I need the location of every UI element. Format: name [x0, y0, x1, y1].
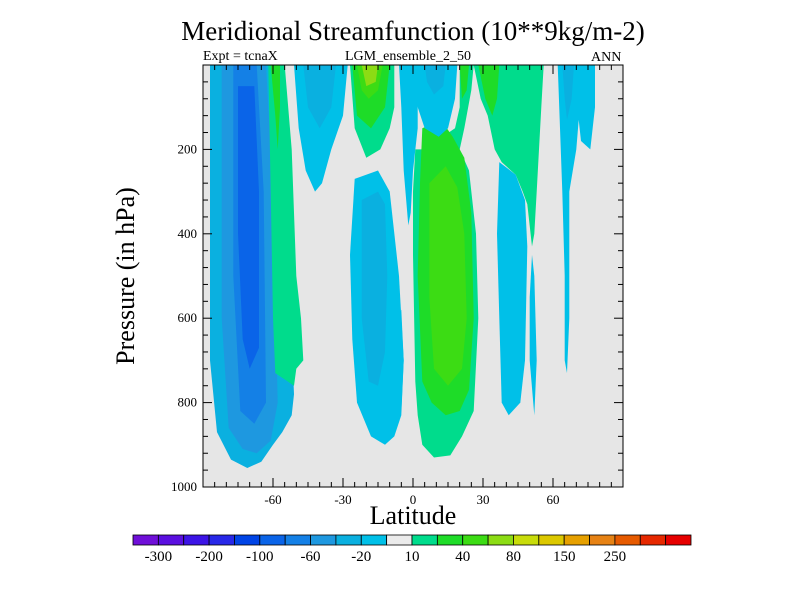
colorbar-swatch [462, 534, 489, 546]
colorbar: -300 -200 -100 -60 -20 10 40 80 150 250 [132, 534, 692, 565]
colorbar-swatch [411, 534, 438, 546]
contour-deep-south-core [238, 86, 259, 369]
colorbar-label: 10 [405, 549, 420, 565]
colorbar-swatch [386, 534, 413, 546]
contour-north-high-negative-inner [562, 65, 574, 120]
colorbar-swatch [234, 534, 261, 546]
contour-tropical-lower-negative-inner [361, 191, 388, 386]
x-tick-label: 0 [410, 492, 417, 507]
x-tick-label: 60 [547, 492, 560, 507]
contour-south-positive-outer [268, 65, 304, 386]
colorbar-swatch [665, 534, 692, 546]
contour-north-lower-negative [497, 162, 528, 416]
colorbar-swatch [259, 534, 286, 546]
colorbar-label: 250 [604, 549, 627, 565]
colorbar-swatch [132, 534, 159, 546]
contour-hadley-south-core [361, 65, 378, 87]
contour-north-mid-positive-inner [478, 65, 500, 116]
colorbar-label: 150 [553, 549, 576, 565]
colorbar-swatch [436, 534, 464, 546]
colorbar-label: -100 [246, 549, 274, 565]
y-tick-label: 600 [178, 310, 198, 325]
contour-ferrel-north-inner [424, 65, 446, 95]
contour-hadley-north-inner [429, 166, 467, 386]
experiment-annotation: Expt = tcnaX [203, 49, 278, 64]
x-axis-label: Latitude [369, 501, 457, 530]
colorbar-swatch [563, 534, 590, 546]
contour-ferrel-north-outer [406, 65, 458, 137]
colorbar-swatch [284, 534, 311, 546]
colorbar-label: -300 [145, 549, 173, 565]
axes: -60 -30 0 30 60 200 400 600 800 1000 [171, 65, 624, 507]
colorbar-label: 80 [506, 549, 521, 565]
colorbar-swatch [639, 534, 667, 546]
contour-north-lower-negative-sliver [529, 254, 537, 416]
colorbar-swatch [335, 534, 362, 546]
chart-title: Meridional Streamfunction (10**9kg/m-2) [181, 16, 645, 46]
colorbar-swatch [183, 534, 210, 546]
colorbar-swatch [513, 534, 540, 546]
contour-equatorial-sliver [394, 309, 404, 411]
colorbar-swatch [487, 534, 514, 546]
contour-regions [210, 65, 595, 468]
colorbar-label: -20 [351, 549, 371, 565]
colorbar-label: -200 [195, 549, 223, 565]
colorbar-swatch [589, 534, 616, 546]
dataset-annotation: LGM_ensemble_2_50 [345, 49, 471, 64]
x-tick-label: 30 [477, 492, 490, 507]
contour-north-high-negative [557, 65, 595, 374]
colorbar-label: -60 [301, 549, 321, 565]
contour-hadley-north-upper [459, 65, 469, 99]
x-tick-label: -30 [334, 492, 351, 507]
y-tick-label: 1000 [171, 479, 197, 494]
y-tick-label: 200 [178, 141, 198, 156]
colorbar-label: 40 [455, 549, 470, 565]
season-annotation: ANN [591, 50, 622, 65]
contour-south-positive-inner [270, 65, 280, 150]
contour-equatorial-negative [399, 65, 418, 226]
y-tick-label: 800 [178, 395, 198, 410]
colorbar-swatch [310, 534, 337, 546]
colorbar-swatch [157, 534, 185, 546]
colorbar-swatch [614, 534, 641, 546]
y-tick-label: 400 [178, 226, 198, 241]
colorbar-swatch [538, 534, 565, 546]
colorbar-swatch [208, 534, 235, 546]
contour-south-mid-negative-inner [303, 65, 336, 129]
x-tick-label: -60 [264, 492, 281, 507]
colorbar-swatch [360, 534, 388, 546]
